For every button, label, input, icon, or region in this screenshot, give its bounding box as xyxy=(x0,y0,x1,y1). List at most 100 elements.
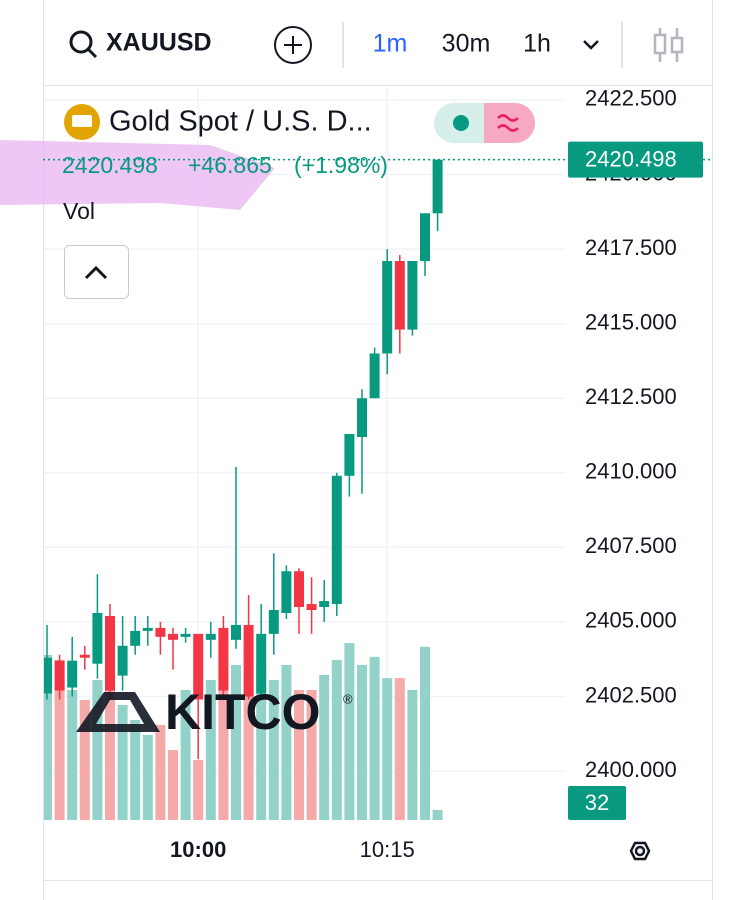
candle-body xyxy=(193,633,204,700)
volume-bar xyxy=(44,654,52,820)
legend: Gold Spot / U.S. D... 2420.498 +46.865 (… xyxy=(62,103,535,299)
volume-bar xyxy=(92,679,103,820)
candle-body xyxy=(432,159,443,214)
volume-bar xyxy=(218,639,229,820)
volume-bar xyxy=(193,759,204,820)
last-price-box xyxy=(568,141,703,178)
chart-type-icon[interactable] xyxy=(653,28,684,62)
candle-body xyxy=(92,612,103,664)
candle-body xyxy=(268,610,279,634)
y-tick-label: 2405.000 xyxy=(585,608,677,633)
volume-bar xyxy=(344,643,355,820)
symbol-logo xyxy=(72,115,92,127)
candle-body xyxy=(331,475,342,605)
candle-body xyxy=(394,261,405,330)
volume-bar xyxy=(369,656,380,820)
y-tick-label: 2407.500 xyxy=(585,533,677,558)
candle-body xyxy=(130,630,141,646)
volume-bar xyxy=(67,689,78,820)
collapse-icon xyxy=(84,265,108,280)
legend-price: 2420.498 xyxy=(62,152,158,178)
volume-bar xyxy=(243,684,254,820)
volume-bar xyxy=(168,749,178,820)
y-tick-label: 2402.500 xyxy=(585,682,677,707)
volume-bar xyxy=(432,809,443,820)
volume-bar xyxy=(142,734,153,820)
candle-body xyxy=(382,261,393,354)
volume-bar xyxy=(319,674,330,820)
volume-bar xyxy=(130,719,141,820)
volume-bar xyxy=(382,678,393,820)
candle-body xyxy=(168,633,178,640)
y-tick-label: 2415.000 xyxy=(585,309,677,334)
volume-bar xyxy=(54,659,65,820)
y-tick-label: 2417.500 xyxy=(585,235,677,260)
volume-bar xyxy=(357,664,367,820)
candle-body xyxy=(105,615,115,691)
market-open-dot xyxy=(453,115,469,131)
candle-body xyxy=(180,633,191,637)
interval[interactable]: 1h xyxy=(523,30,551,58)
y-tick-label: 2422.500 xyxy=(585,86,677,111)
search-icon[interactable] xyxy=(69,30,98,59)
watermark-text: KITCO xyxy=(165,684,321,740)
volume-bar xyxy=(180,689,191,820)
y-tick-label: 2412.500 xyxy=(585,384,677,409)
candle-body xyxy=(407,261,418,330)
candle-body xyxy=(44,657,52,694)
toolbar: XAUUSD 1m 30m 1h xyxy=(69,22,684,68)
volume-bar xyxy=(420,646,430,820)
y-tick-label: 2410.000 xyxy=(585,459,677,484)
candle-body xyxy=(306,604,317,611)
candle-body xyxy=(294,571,304,608)
candle-body xyxy=(281,571,292,613)
volume-bar xyxy=(407,689,418,820)
volume-bar xyxy=(231,664,241,820)
volume-bar xyxy=(331,659,342,820)
add-button[interactable] xyxy=(274,26,312,64)
watermark: KITCO ® xyxy=(76,684,353,740)
interval[interactable]: 30m xyxy=(442,30,491,58)
volume-label: 32 xyxy=(585,790,609,815)
volume-bar xyxy=(105,664,115,820)
interval-dropdown[interactable] xyxy=(583,40,599,50)
instrument-name: Gold Spot / U.S. D... xyxy=(109,106,372,138)
settings-icon[interactable] xyxy=(629,841,651,861)
candle-body xyxy=(344,434,355,476)
volume-bar xyxy=(155,724,166,820)
candle-body xyxy=(117,645,128,676)
volume-legend: Vol xyxy=(63,198,95,224)
volume-bar xyxy=(205,679,216,820)
x-tick-label: 10:15 xyxy=(360,837,415,862)
watermark-mark: ® xyxy=(343,691,353,706)
candle-body xyxy=(142,627,153,631)
volume-bar xyxy=(394,678,405,820)
candle-body xyxy=(67,660,78,688)
candle-body xyxy=(231,624,241,640)
candle-body xyxy=(256,633,267,694)
volume-bar xyxy=(294,689,304,820)
interval[interactable]: 1m xyxy=(373,30,408,58)
last-price-label: 2420.498 xyxy=(585,146,677,171)
candle-body xyxy=(218,627,229,691)
collapse-button[interactable] xyxy=(64,245,129,299)
candle-body xyxy=(205,633,216,640)
candle-body xyxy=(155,627,166,637)
candle-body xyxy=(79,654,90,658)
volume-label-box xyxy=(568,786,626,820)
legend-change: +46.865 xyxy=(188,152,272,178)
volume-bar xyxy=(281,664,292,820)
delayed-icon xyxy=(497,114,519,132)
volume-bar xyxy=(268,679,279,820)
candle-body xyxy=(54,660,65,691)
volume-bar xyxy=(117,704,128,820)
candle-body xyxy=(243,624,254,697)
y-tick-label: 2400.000 xyxy=(585,757,677,782)
candle-body xyxy=(369,353,380,399)
symbol[interactable]: XAUUSD xyxy=(106,29,212,57)
volume-bar xyxy=(306,689,317,820)
candle-body xyxy=(319,601,330,608)
x-tick-label: 10:00 xyxy=(170,837,226,862)
status-pill[interactable] xyxy=(484,103,535,143)
